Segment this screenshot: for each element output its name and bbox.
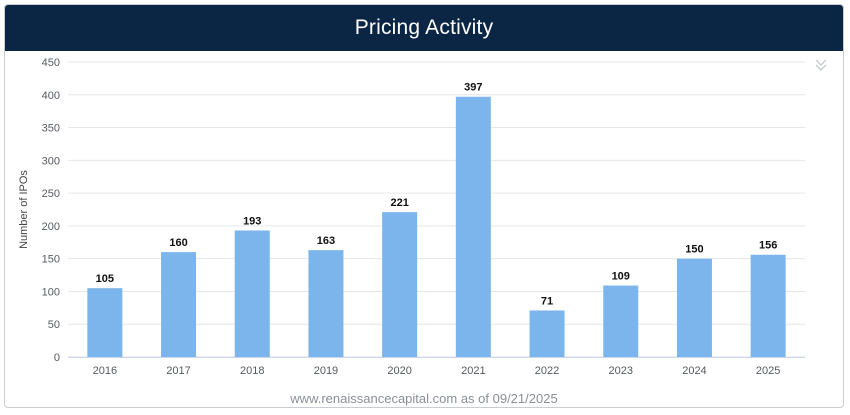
chart-title: Pricing Activity	[354, 16, 494, 39]
data-label-2024: 150	[685, 244, 703, 256]
y-tick-label: 300	[42, 155, 60, 167]
data-label-2016: 105	[96, 273, 114, 285]
x-tick-label: 2025	[756, 365, 780, 377]
bar-2023[interactable]	[603, 285, 639, 357]
bar-2025[interactable]	[750, 254, 786, 357]
y-tick-label: 150	[42, 254, 60, 266]
bar-2022[interactable]	[529, 310, 565, 357]
y-axis-ticks: 0 50 100 150 200 250 300 350 400 450	[42, 57, 60, 364]
y-tick-label: 450	[42, 57, 60, 69]
y-tick-label: 350	[42, 123, 60, 135]
chart-container: Pricing Activity 0 50 100 150 200 250 300 350 40…	[4, 4, 844, 408]
source-footer: www.renaissancecapital.com as of 09/21/2…	[290, 391, 558, 406]
bar-2020[interactable]	[382, 212, 418, 357]
data-labels: 105 160 193 163 221 397 71 109 150 156	[96, 82, 778, 308]
bar-2018[interactable]	[234, 230, 270, 357]
data-label-2023: 109	[612, 271, 630, 283]
y-axis-label: Number of IPOs	[18, 170, 30, 249]
x-tick-label: 2024	[682, 365, 706, 377]
bars	[87, 96, 786, 357]
bar-2024[interactable]	[676, 258, 712, 357]
bar-chart: 0 50 100 150 200 250 300 350 400 450 105 160 193 163…	[18, 57, 805, 377]
bar-2019[interactable]	[308, 250, 344, 357]
y-tick-label: 100	[42, 286, 60, 298]
y-tick-label: 200	[42, 221, 60, 233]
data-label-2022: 71	[541, 295, 553, 307]
chart-header: Pricing Activity	[5, 5, 843, 51]
bar-2016[interactable]	[87, 288, 123, 357]
x-tick-label: 2020	[387, 365, 411, 377]
y-tick-label: 400	[42, 90, 60, 102]
data-label-2025: 156	[759, 240, 777, 252]
data-label-2018: 193	[243, 215, 261, 227]
y-tick-label: 250	[42, 188, 60, 200]
x-axis-ticks: 2016 2017 2018 2019 2020 2021 2022 2023 2024 2025	[93, 365, 781, 377]
x-tick-label: 2019	[314, 365, 338, 377]
data-label-2017: 160	[169, 237, 187, 249]
x-tick-label: 2016	[93, 365, 117, 377]
data-label-2020: 221	[390, 197, 408, 209]
y-tick-label: 50	[48, 319, 60, 331]
y-tick-label: 0	[54, 352, 60, 364]
x-tick-label: 2021	[461, 365, 485, 377]
x-tick-label: 2022	[535, 365, 559, 377]
data-label-2019: 163	[317, 235, 335, 247]
bar-2021[interactable]	[455, 96, 491, 357]
data-label-2021: 397	[464, 82, 482, 94]
x-tick-label: 2023	[609, 365, 633, 377]
chevron-double-down-icon[interactable]	[813, 57, 829, 73]
bar-2017[interactable]	[161, 252, 197, 357]
x-tick-label: 2018	[240, 365, 264, 377]
x-tick-label: 2017	[166, 365, 190, 377]
